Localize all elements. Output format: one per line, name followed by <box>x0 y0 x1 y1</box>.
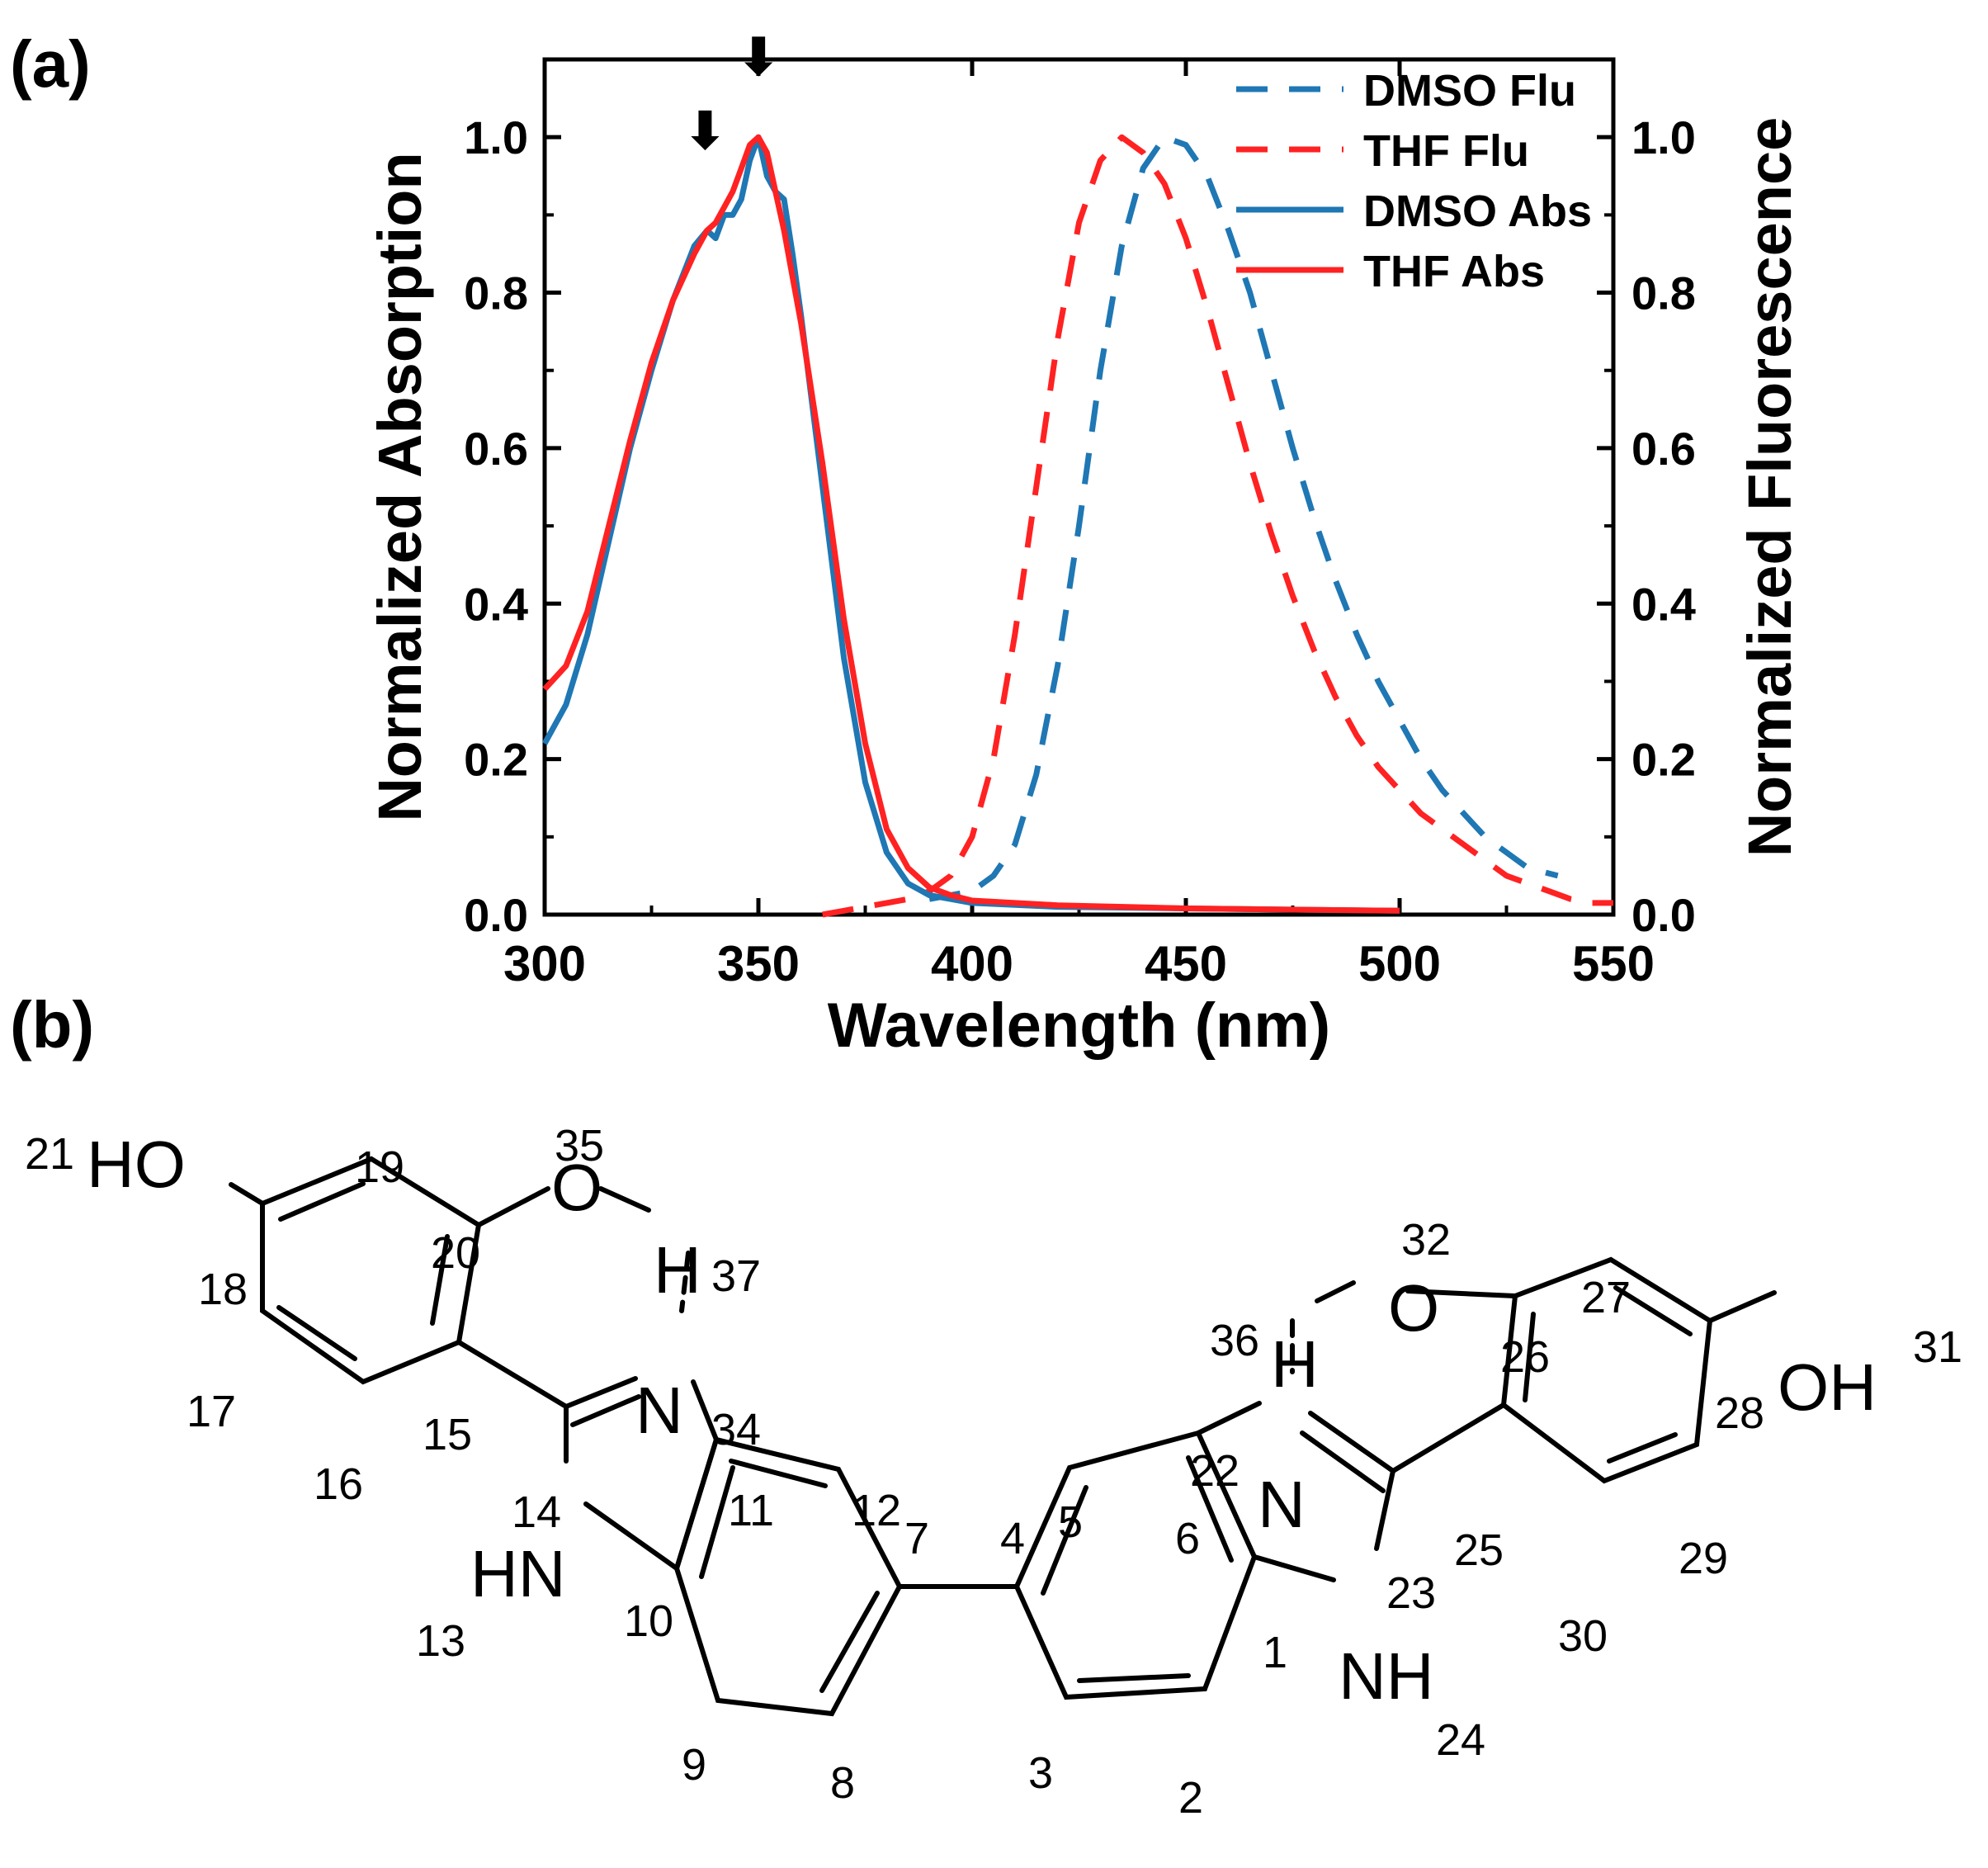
y-left-tick-label: 0.6 <box>464 423 528 475</box>
peak-arrow-annotation: ⬇ <box>682 101 727 160</box>
atom-number: 17 <box>187 1387 236 1436</box>
legend-label: DMSO Abs <box>1363 187 1592 236</box>
atom-number: 25 <box>1454 1525 1504 1575</box>
atom-number: 1 <box>1263 1628 1287 1677</box>
y-right-tick-label: 0.2 <box>1631 734 1696 786</box>
peak-arrow-annotation: ⬇ <box>736 27 781 87</box>
panel-a-label: (a) <box>10 27 91 101</box>
atom-number: 34 <box>711 1405 761 1454</box>
atom-number: 4 <box>1000 1514 1025 1563</box>
atom-number: 22 <box>1190 1446 1240 1496</box>
y-left-tick-label: 0.0 <box>464 889 528 941</box>
annotations: ⬇⬇ <box>682 27 780 160</box>
atom-label-O-right: O <box>1388 1271 1439 1345</box>
x-tick-label: 450 <box>1145 936 1227 991</box>
legend-label: THF Flu <box>1363 126 1529 176</box>
y-right-tick-label: 0.6 <box>1631 423 1696 475</box>
y-right-axis-label: Normalized Fluorescence <box>1735 117 1804 858</box>
atom-number: 3 <box>1028 1748 1053 1798</box>
atom-numbers: 21 19 35 20 37 18 17 15 34 16 14 11 12 1… <box>25 1121 1962 1823</box>
atom-number: 26 <box>1500 1332 1550 1382</box>
atom-number: 29 <box>1679 1534 1728 1583</box>
panel-b-label: (b) <box>10 988 95 1062</box>
x-tick-label: 500 <box>1358 936 1441 991</box>
atom-label-HN: HN <box>470 1537 566 1610</box>
atom-label-N-right: N <box>1258 1468 1306 1541</box>
atom-number: 21 <box>25 1129 74 1179</box>
atom-number: 15 <box>423 1410 472 1459</box>
y-left-tick-label: 0.8 <box>464 267 528 319</box>
atom-label-N: N <box>635 1374 683 1447</box>
x-tick-label: 400 <box>931 936 1013 991</box>
atom-labels: HO O H N HN N H O OH NH <box>87 1128 1877 1713</box>
legend-label: THF Abs <box>1363 247 1545 296</box>
atom-number: 18 <box>198 1265 248 1314</box>
series-line-dmso-flu <box>928 134 1559 902</box>
atom-label-NH: NH <box>1339 1639 1434 1713</box>
atom-number: 32 <box>1401 1215 1451 1265</box>
x-axis-label: Wavelength (nm) <box>828 991 1330 1061</box>
atom-label-HO: HO <box>87 1128 186 1201</box>
y-left-axis-label: Normalized Absorption <box>366 152 434 821</box>
atom-number: 2 <box>1178 1773 1203 1823</box>
atom-number: 14 <box>512 1487 561 1537</box>
atom-number: 30 <box>1558 1611 1608 1661</box>
y-right-tick-label: 0.4 <box>1631 578 1696 630</box>
y-right-tick-label: 1.0 <box>1631 111 1696 163</box>
bonds <box>229 1156 1777 1717</box>
molecule-structure: HO O H N HN N H O OH NH 21 19 35 20 37 1… <box>25 1121 1962 1823</box>
atom-number: 35 <box>555 1121 604 1170</box>
series-line-thf-flu <box>822 134 1613 918</box>
atom-number: 19 <box>355 1142 404 1192</box>
series-layer <box>541 134 1613 918</box>
atom-number: 5 <box>1058 1497 1083 1547</box>
atom-number: 28 <box>1715 1388 1764 1438</box>
legend: DMSO Flu THF Flu DMSO Abs THF Abs <box>1236 66 1592 296</box>
atom-number: 7 <box>904 1514 929 1563</box>
atom-label-H-right: H <box>1271 1327 1319 1401</box>
atom-number: 24 <box>1436 1715 1485 1765</box>
atom-number: 13 <box>416 1616 465 1666</box>
atom-number: 12 <box>852 1486 901 1535</box>
atom-number: 23 <box>1386 1568 1436 1618</box>
y-right-tick-label: 0.8 <box>1631 267 1696 319</box>
atom-label-O: O <box>551 1151 602 1224</box>
atom-number: 11 <box>728 1486 774 1535</box>
y-left-tick-label: 0.4 <box>464 578 528 630</box>
x-tick-label: 550 <box>1572 936 1655 991</box>
atom-number: 10 <box>624 1596 673 1646</box>
atom-number: 31 <box>1913 1322 1962 1372</box>
atom-number: 8 <box>830 1758 855 1808</box>
atom-number: 16 <box>314 1459 363 1509</box>
atom-number: 36 <box>1210 1316 1259 1365</box>
atom-number: 9 <box>682 1740 706 1790</box>
series-line-thf-abs <box>542 134 1400 914</box>
atom-number: 6 <box>1175 1514 1200 1563</box>
x-tick-label: 300 <box>503 936 586 991</box>
atom-number: 27 <box>1581 1273 1631 1322</box>
atom-label-OH: OH <box>1778 1350 1877 1424</box>
atom-number: 20 <box>431 1228 480 1278</box>
atom-number: 37 <box>711 1251 761 1301</box>
x-tick-label: 350 <box>717 936 800 991</box>
atom-label-H: H <box>654 1233 701 1307</box>
legend-label: DMSO Flu <box>1363 66 1576 116</box>
y-right-tick-label: 0.0 <box>1631 889 1696 941</box>
y-left-tick-label: 1.0 <box>464 111 528 163</box>
y-left-tick-label: 0.2 <box>464 734 528 786</box>
